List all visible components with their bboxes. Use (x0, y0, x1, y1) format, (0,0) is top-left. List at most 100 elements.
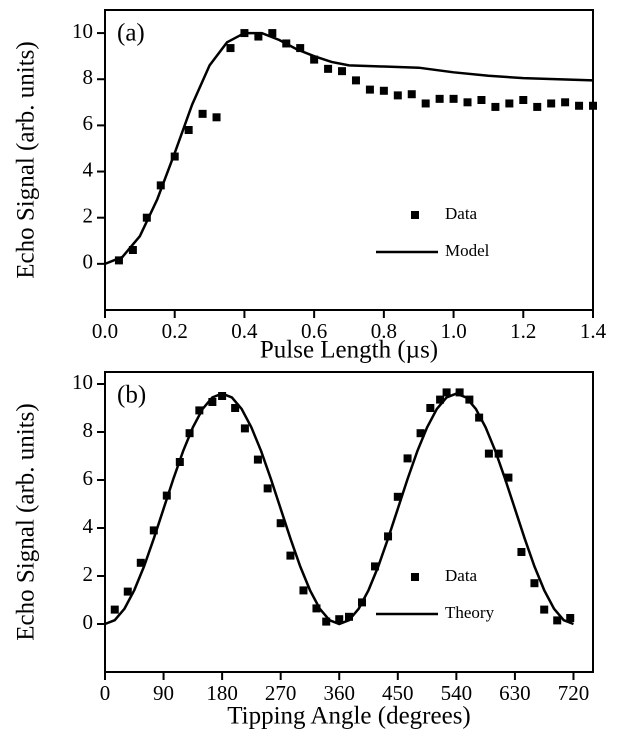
data-point (504, 473, 513, 482)
data-point (403, 454, 412, 463)
x-axis-label: Tipping Angle (degrees) (227, 703, 471, 730)
data-point (268, 29, 277, 38)
legend-marker (411, 211, 419, 219)
y-tick-label: 2 (83, 562, 94, 586)
legend-label: Data (445, 566, 478, 585)
plot-frame (104, 9, 594, 311)
x-tick-label: 0.8 (371, 319, 397, 343)
data-point (114, 256, 123, 265)
data-point (393, 91, 402, 100)
panel-label: (b) (117, 382, 146, 409)
data-point (226, 44, 235, 53)
data-point (253, 455, 262, 464)
data-point (254, 32, 263, 41)
legend-label: Data (445, 204, 478, 223)
data-point (477, 96, 486, 104)
data-point (553, 616, 562, 625)
data-point (212, 113, 221, 122)
data-point (208, 398, 217, 406)
data-point (335, 615, 344, 624)
y-tick-label: 8 (83, 418, 94, 442)
data-point (312, 604, 321, 613)
data-point (407, 90, 416, 99)
data-point (123, 587, 132, 596)
legend-label: Theory (445, 603, 495, 622)
x-tick-label: 1.2 (510, 319, 536, 343)
data-point (589, 101, 597, 110)
data-point (533, 102, 542, 111)
data-point (263, 484, 272, 493)
x-tick-label: 180 (206, 681, 238, 705)
data-point (110, 605, 119, 614)
x-tick-label: 630 (499, 681, 531, 705)
data-point (505, 99, 514, 108)
x-tick-label: 0.0 (92, 319, 118, 343)
data-point (530, 579, 539, 588)
y-axis-label: Echo Signal (arb. units) (13, 403, 40, 640)
data-point (566, 614, 575, 622)
y-tick-label: 8 (83, 65, 94, 89)
x-tick-label: 450 (382, 681, 414, 705)
data-point (484, 449, 493, 458)
y-tick-label: 0 (83, 610, 94, 634)
x-tick-label: 270 (265, 681, 297, 705)
data-point (149, 526, 158, 535)
data-point (491, 102, 500, 111)
y-tick-label: 4 (83, 514, 94, 538)
data-point (379, 86, 388, 95)
data-point (286, 551, 295, 560)
data-point (449, 94, 458, 103)
data-point (365, 85, 374, 94)
y-tick-label: 0 (83, 250, 94, 274)
data-point (322, 617, 331, 626)
x-tick-label: 1.0 (440, 319, 466, 343)
y-tick-label: 10 (72, 370, 93, 394)
x-tick-label: 0.2 (162, 319, 188, 343)
data-point (136, 558, 145, 567)
data-point (310, 55, 319, 64)
data-point (547, 99, 556, 108)
legend-label: Model (445, 241, 490, 260)
data-point (345, 612, 353, 621)
data-point (575, 101, 584, 110)
x-tick-label: 720 (558, 681, 590, 705)
data-point (442, 388, 451, 397)
data-point (324, 64, 333, 73)
data-point (393, 492, 402, 501)
data-point (128, 246, 137, 254)
data-point (156, 181, 165, 190)
y-tick-label: 6 (83, 466, 94, 490)
data-point (351, 76, 360, 85)
data-point (231, 404, 240, 412)
data-point (184, 126, 193, 134)
data-point (494, 449, 503, 458)
data-point (463, 98, 472, 107)
y-tick-label: 10 (72, 19, 93, 43)
plot-frame (104, 371, 594, 673)
data-point (416, 429, 425, 438)
data-point (142, 213, 151, 222)
data-point (540, 605, 549, 614)
data-point (296, 44, 305, 53)
data-point (195, 406, 204, 415)
data-point (371, 562, 380, 571)
data-point (426, 404, 435, 412)
data-point (455, 388, 464, 397)
x-tick-label: 360 (323, 681, 355, 705)
curve (104, 392, 574, 626)
y-tick-label: 4 (83, 157, 94, 181)
data-point (198, 109, 207, 118)
data-point (338, 67, 347, 76)
x-tick-label: 90 (153, 681, 174, 705)
data-point (436, 395, 445, 404)
y-axis-label: Echo Signal (arb. units) (13, 41, 40, 278)
data-point (276, 519, 285, 528)
data-point (421, 99, 430, 108)
x-tick-label: 0.6 (301, 319, 327, 343)
data-point (517, 548, 526, 556)
x-tick-label: 0 (100, 681, 111, 705)
x-axis-label: Pulse Length (µs) (260, 337, 438, 364)
curve (104, 31, 594, 266)
data-point (561, 98, 570, 107)
